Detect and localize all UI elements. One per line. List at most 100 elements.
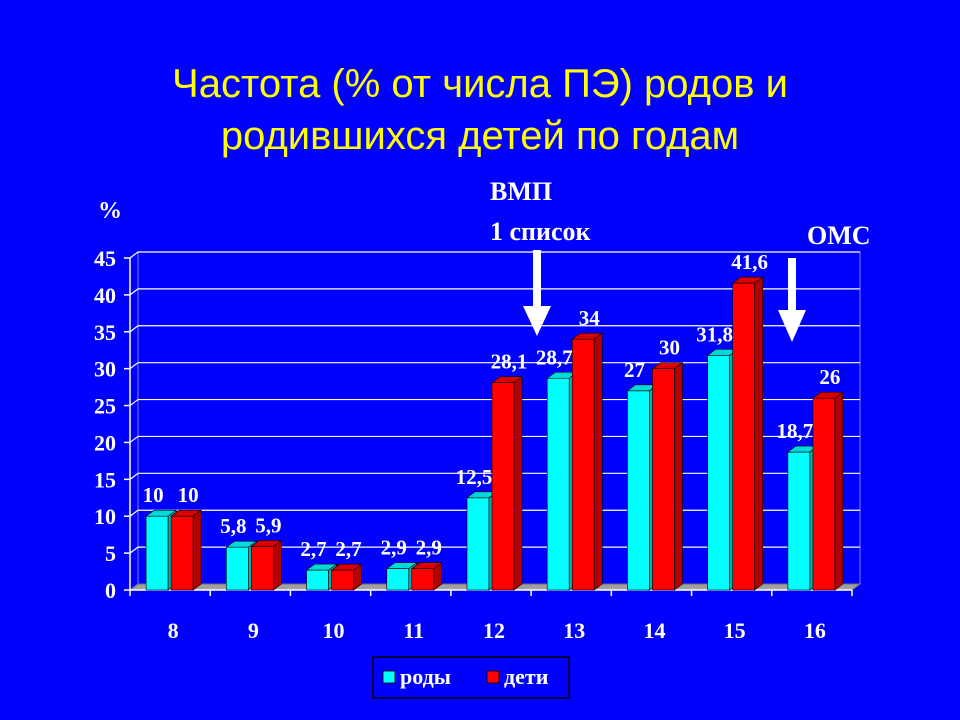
- legend-swatch-deti: [486, 670, 500, 684]
- bar-front: [546, 377, 570, 591]
- x-tick-label: 11: [403, 618, 424, 643]
- bar-front: [732, 282, 755, 591]
- bar-front: [812, 397, 836, 591]
- bar-side: [192, 509, 202, 591]
- annotation-oms: ОМС: [778, 221, 871, 342]
- bar-top: [651, 362, 684, 369]
- title-line-2: родившихся детей по годам: [220, 114, 740, 158]
- x-tick-label: 13: [563, 618, 585, 643]
- data-label: 10: [143, 483, 164, 507]
- bar-top: [731, 276, 764, 284]
- legend-label-rody: роды: [400, 664, 451, 689]
- x-tick-label: 9: [248, 618, 259, 643]
- bar-top: [811, 391, 844, 399]
- y-tick-label: 15: [94, 467, 116, 492]
- bar-front: [707, 355, 730, 591]
- grid-line: [129, 325, 860, 333]
- y-tick-label: 5: [105, 541, 116, 566]
- data-label: 5,8: [220, 514, 246, 538]
- bar-top: [491, 376, 523, 383]
- bar-front: [226, 546, 249, 591]
- arrow-down-icon: [523, 250, 551, 336]
- grid-lines: [129, 251, 860, 554]
- annotation-vmp-line-2: 1 список: [490, 217, 591, 246]
- bar-front: [466, 497, 490, 591]
- bars: [145, 276, 844, 591]
- bar-дети-16: [811, 391, 844, 591]
- y-axis: 0 5 10 15 20 25 30 35 40 45: [94, 246, 131, 603]
- x-tick-label: 8: [168, 618, 179, 643]
- x-tick-label: 10: [323, 618, 345, 643]
- grid-line: [129, 472, 860, 480]
- data-label: 2,7: [300, 537, 326, 561]
- grid-line: [129, 509, 860, 517]
- bar-top: [305, 563, 338, 571]
- y-tick-label: 35: [94, 320, 116, 345]
- y-tick-label: 25: [94, 394, 116, 419]
- data-label: 18,7: [777, 419, 814, 443]
- x-tick-label: 16: [804, 618, 826, 643]
- data-label: 10: [178, 483, 199, 507]
- bar-top: [385, 562, 418, 569]
- grid-line: [129, 362, 860, 370]
- grid-line: [129, 288, 860, 296]
- bar-top: [250, 540, 283, 547]
- plot-side-wall: [129, 251, 139, 591]
- y-tick-label: 10: [94, 504, 116, 529]
- data-label: 28,7: [536, 345, 573, 369]
- data-label: 5,9: [255, 513, 281, 537]
- bar-front: [652, 368, 675, 591]
- legend: роды дети: [372, 656, 570, 699]
- bar-side: [273, 539, 282, 591]
- y-tick-label: 0: [105, 578, 116, 603]
- y-axis-label: %: [98, 198, 122, 224]
- bar-top: [571, 332, 604, 340]
- annotation-vmp: ВМП 1 список: [490, 177, 591, 336]
- data-label: 31,8: [696, 322, 733, 346]
- bar-front: [170, 515, 194, 591]
- data-label: 28,1: [491, 350, 528, 374]
- bar-top: [410, 562, 443, 569]
- x-tick-label: 12: [483, 618, 505, 643]
- bar-front: [251, 546, 274, 591]
- bar-front: [331, 569, 354, 591]
- grid-line: [129, 251, 860, 259]
- data-label: 26: [819, 365, 840, 389]
- bar-front: [571, 338, 595, 591]
- x-tick-label: 14: [643, 618, 665, 643]
- bar-дети-15: [731, 276, 764, 591]
- bar-дети-14: [651, 362, 684, 591]
- bar-front: [386, 568, 410, 591]
- y-tick-label: 45: [94, 246, 116, 271]
- legend-label-deti: дети: [504, 664, 549, 689]
- legend-box: [372, 656, 570, 699]
- grid-line: [129, 546, 860, 554]
- annotation-vmp-line-1: ВМП: [490, 177, 552, 206]
- annotation-oms-label: ОМС: [807, 221, 871, 250]
- bar-дети-10: [330, 563, 363, 591]
- bar-дети-12: [491, 376, 523, 591]
- bar-front: [411, 568, 435, 591]
- bar-top: [225, 540, 258, 548]
- bar-side: [834, 391, 844, 591]
- data-label: 34: [579, 306, 601, 330]
- bar-top: [330, 563, 363, 571]
- data-label: 2,7: [335, 537, 361, 561]
- x-axis: 8 9 10 11 12 13 14 15 16: [129, 589, 853, 643]
- bar-side: [593, 332, 603, 591]
- bar-дети-9: [250, 539, 283, 591]
- y-tick-label: 30: [94, 357, 116, 382]
- title-line-1: Частота (% от числа ПЭ) родов и: [172, 62, 788, 106]
- bar-роды-11: [385, 562, 418, 591]
- bar-дети-13: [571, 332, 604, 591]
- data-label: 27: [624, 358, 645, 382]
- bar-front: [491, 382, 515, 591]
- data-labels: 10 5,8 2,7 2,9 12,5 28,7 27 31,8 18,7 10 5,9 2,7 2,9…: [143, 250, 841, 561]
- bar-дети-8: [170, 509, 203, 591]
- data-label: 12,5: [456, 465, 493, 489]
- bar-front: [306, 569, 329, 591]
- bar-top: [145, 509, 178, 517]
- bar-front: [627, 390, 650, 591]
- data-label: 41,6: [731, 250, 768, 274]
- y-tick-label: 40: [94, 283, 116, 308]
